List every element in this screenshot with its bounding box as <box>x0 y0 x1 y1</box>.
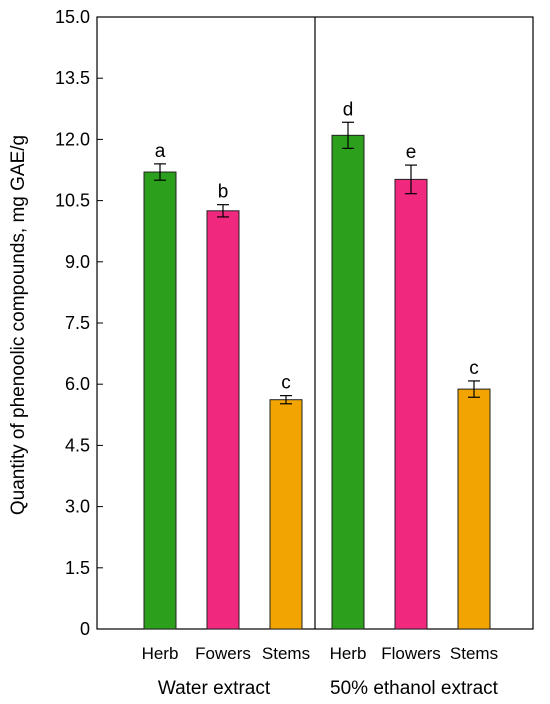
y-axis-label: Quantity of phenoolic compounds, mg GAE/… <box>8 135 29 515</box>
bar <box>269 399 303 630</box>
x-tick-label: Fowers <box>195 644 251 663</box>
significance-letter: e <box>406 142 417 163</box>
x-tick-label: Herb <box>330 644 367 663</box>
significance-letter: c <box>281 373 291 394</box>
y-tick-label: 0 <box>80 619 90 639</box>
y-tick-label: 10.5 <box>55 191 90 211</box>
group-label: Water extract <box>158 678 271 699</box>
y-tick-label: 15.0 <box>55 7 90 27</box>
x-tick-label: Herb <box>142 644 179 663</box>
x-axis: Herb Fowers Stems Water extract Herb Flowers S… <box>142 644 499 699</box>
x-tick-label: Flowers <box>381 644 441 663</box>
x-tick-label: Stems <box>450 644 498 663</box>
bar <box>143 171 177 630</box>
significance-letter: b <box>218 182 229 203</box>
y-tick-label: 6.0 <box>65 374 90 394</box>
y-tick-label: 4.5 <box>65 435 90 455</box>
y-tick-label: 1.5 <box>65 558 90 578</box>
bars: a b c d e c <box>143 99 491 630</box>
y-tick-label: 9.0 <box>65 252 90 272</box>
significance-letter: d <box>343 99 354 120</box>
bar <box>206 210 240 630</box>
y-tick-label: 13.5 <box>55 68 90 88</box>
significance-letter: a <box>155 141 166 162</box>
group-label: 50% ethanol extract <box>330 678 499 699</box>
bar <box>331 134 365 630</box>
y-axis: 0 1.5 3.0 4.5 6.0 7.5 9.0 10.5 12.0 13.5 15.0 <box>55 7 103 639</box>
y-tick-label: 12.0 <box>55 129 90 149</box>
y-tick-label: 7.5 <box>65 313 90 333</box>
y-tick-label: 3.0 <box>65 497 90 517</box>
x-tick-label: Stems <box>262 644 310 663</box>
significance-letter: c <box>469 358 479 379</box>
bar <box>457 388 491 630</box>
bar <box>394 178 428 630</box>
